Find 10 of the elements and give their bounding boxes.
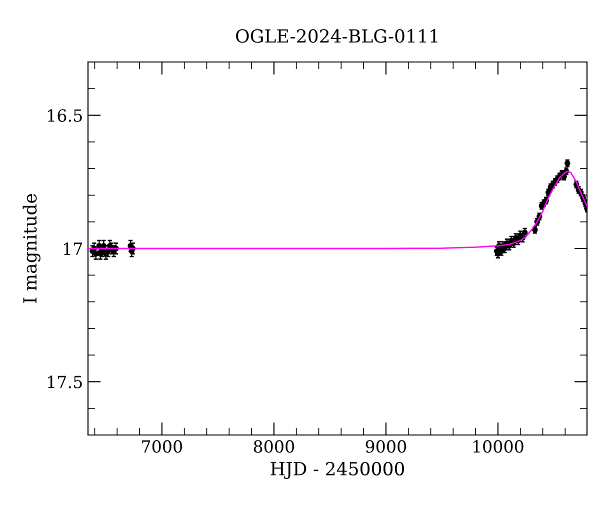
y-tick-label: 17: [64, 242, 82, 255]
x-tick-label: 10000: [473, 440, 524, 453]
y-axis-title: I magnitude: [22, 194, 40, 303]
x-tick-label: 7000: [142, 440, 182, 453]
x-tick-label: 8000: [254, 440, 294, 453]
x-axis-title: HJD - 2450000: [270, 462, 404, 480]
y-tick-label: 17.5: [48, 376, 82, 388]
x-tick-label: 9000: [366, 440, 406, 453]
chart-title: OGLE-2024-BLG-0111: [236, 29, 438, 43]
y-tick-label: 16.5: [48, 109, 82, 122]
